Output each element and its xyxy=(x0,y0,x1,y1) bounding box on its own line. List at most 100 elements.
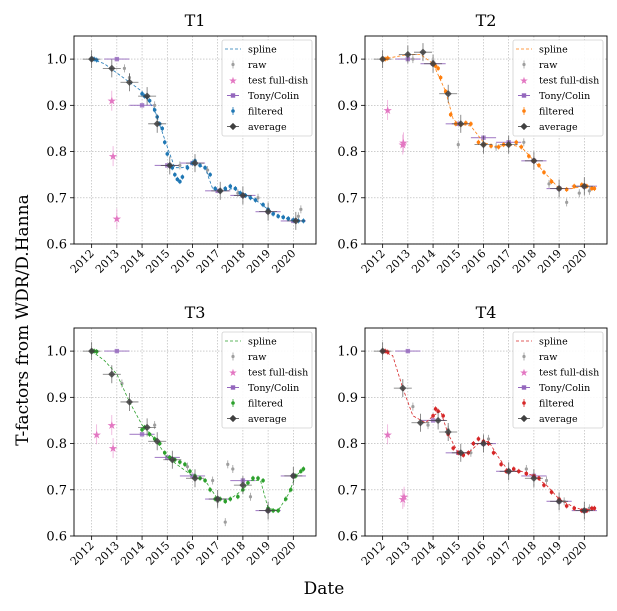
x-tick-label: 2014 xyxy=(118,247,147,276)
filtered-point xyxy=(592,506,597,511)
legend-tony-swatch xyxy=(521,93,527,98)
filtered-point xyxy=(223,186,228,191)
legend-label: test full-dish xyxy=(539,368,599,379)
legend-raw-swatch xyxy=(231,62,235,67)
filtered-point xyxy=(469,122,473,126)
x-tick-label: 2013 xyxy=(93,539,122,568)
average-point xyxy=(457,449,465,457)
average-point xyxy=(419,48,427,56)
y-tick-label: 0.6 xyxy=(46,530,67,545)
tony-colin-point xyxy=(114,56,120,62)
y-tick-label: 1.0 xyxy=(46,53,67,68)
legend-label: test full-dish xyxy=(539,76,599,87)
legend: spline raw ★ test full-dish Tony/Colin filter… xyxy=(221,331,313,429)
legend-test-swatch: ★ xyxy=(520,76,529,87)
legend: spline raw ★ test full-dish Tony/Colin filter… xyxy=(221,39,313,137)
x-tick-label: 2017 xyxy=(194,539,223,568)
average-point xyxy=(399,384,407,392)
legend-raw-swatch xyxy=(522,354,526,359)
average-point xyxy=(88,55,96,63)
raw-point xyxy=(256,196,260,200)
average-point xyxy=(143,92,151,100)
average-point xyxy=(153,437,161,445)
test-full-dish-point: ★ xyxy=(107,95,117,108)
raw-point xyxy=(411,404,415,409)
filtered-point xyxy=(147,432,152,437)
filtered-point xyxy=(147,98,152,103)
chart-panel-3: ★★★0.60.70.80.91.02012201320142015201620… xyxy=(46,303,317,568)
filtered-point xyxy=(448,112,453,117)
filtered-point xyxy=(476,140,481,145)
filtered-point xyxy=(248,195,253,200)
filtered-point xyxy=(537,163,541,168)
filtered-point xyxy=(542,483,546,487)
filtered-point xyxy=(542,170,546,175)
legend: spline raw ★ test full-dish Tony/Colin filter… xyxy=(512,331,604,429)
tony-colin-point xyxy=(190,473,195,479)
x-tick-label: 2017 xyxy=(485,539,514,568)
x-tick-label: 2014 xyxy=(409,539,438,568)
average-point xyxy=(289,472,297,480)
raw-point xyxy=(178,163,182,168)
average-point xyxy=(379,55,387,63)
average-point xyxy=(88,347,96,355)
average-point xyxy=(580,182,588,190)
y-tick-label: 0.9 xyxy=(46,99,67,114)
raw-point xyxy=(206,168,210,172)
y-tick-label: 0.6 xyxy=(337,530,358,545)
test-full-dish-point: ★ xyxy=(398,139,408,152)
legend: spline raw ★ test full-dish Tony/Colin filter… xyxy=(512,39,604,137)
filtered-point xyxy=(436,409,440,414)
legend-label: test full-dish xyxy=(248,76,308,87)
raw-point xyxy=(231,467,235,471)
average-point xyxy=(457,120,465,128)
raw-point xyxy=(544,478,549,483)
legend-test-swatch: ★ xyxy=(520,368,529,379)
filtered-point xyxy=(433,407,438,411)
x-tick-label: 2018 xyxy=(510,247,539,276)
raw-point xyxy=(524,467,528,471)
test-full-dish-point: ★ xyxy=(112,213,122,226)
raw-point xyxy=(522,140,526,144)
average-point xyxy=(555,184,563,193)
filtered-point xyxy=(140,427,144,432)
x-tick-label: 2012 xyxy=(68,247,97,276)
filtered-point xyxy=(590,186,594,191)
average-point xyxy=(505,467,513,475)
filtered-point xyxy=(208,487,212,492)
legend-label: average xyxy=(248,122,287,133)
x-tick-label: 2019 xyxy=(535,539,564,568)
average-point xyxy=(404,50,412,59)
x-tick-label: 2013 xyxy=(93,247,122,276)
y-tick-label: 1.0 xyxy=(337,53,358,68)
filtered-point xyxy=(431,414,435,418)
legend-label: spline xyxy=(248,45,277,56)
filtered-point xyxy=(228,497,233,501)
average-point xyxy=(264,506,272,515)
filtered-point xyxy=(180,175,185,179)
filtered-point xyxy=(491,451,496,455)
filtered-point xyxy=(178,179,182,184)
raw-point xyxy=(226,462,230,466)
filtered-point xyxy=(223,499,228,504)
legend-label: filtered xyxy=(248,399,283,410)
y-tick-label: 0.8 xyxy=(46,145,67,160)
x-tick-label: 2015 xyxy=(143,247,172,276)
filtered-point xyxy=(564,504,569,508)
average-point xyxy=(580,506,588,515)
raw-point xyxy=(299,207,303,211)
average-point xyxy=(429,60,437,68)
raw-point xyxy=(211,478,215,483)
raw-point xyxy=(153,103,157,107)
filtered-point xyxy=(183,462,187,467)
figure-ylabel: T-factors from WDR/D.Hanna xyxy=(13,194,33,445)
legend-label: raw xyxy=(539,352,557,363)
filtered-point xyxy=(471,441,476,446)
test-full-dish-point: ★ xyxy=(92,428,102,441)
legend-label: test full-dish xyxy=(248,368,308,379)
raw-point xyxy=(153,423,157,427)
test-full-dish-point: ★ xyxy=(108,442,118,455)
x-tick-label: 2017 xyxy=(194,247,223,276)
legend-filtered-swatch xyxy=(522,401,526,405)
raw-point xyxy=(565,200,569,204)
